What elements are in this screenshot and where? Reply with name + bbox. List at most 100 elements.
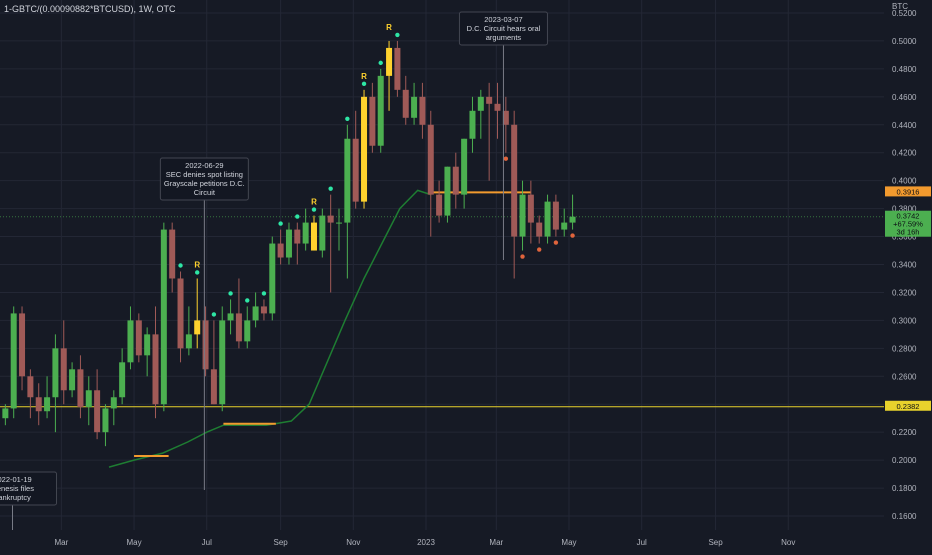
signal-dot [228, 291, 233, 296]
candle [527, 180, 534, 244]
candle-body [169, 229, 176, 279]
signal-dot [311, 207, 317, 212]
candle-body [427, 124, 434, 195]
candle [469, 96, 476, 153]
candle [185, 306, 192, 356]
x-tick-label: May [126, 538, 141, 547]
trend-line [108, 189, 432, 468]
candle-body [219, 320, 226, 405]
candle-body [394, 47, 401, 90]
candle-body [310, 222, 317, 251]
candle [377, 60, 384, 153]
candle-body [386, 47, 393, 76]
candle-body [244, 320, 251, 342]
candle [319, 208, 326, 258]
candle [177, 263, 184, 363]
candle [519, 180, 526, 259]
candle [260, 291, 267, 321]
signal-letter: R [386, 23, 392, 32]
candle-body [327, 215, 334, 223]
candle [294, 214, 301, 265]
price-label: 3d 16h [897, 228, 920, 237]
candle [402, 75, 409, 125]
candle [60, 320, 67, 405]
annotation-text: Grayscale petitions D.C. [164, 179, 245, 188]
signal-dot [395, 32, 400, 38]
price-label: +67.59% [893, 220, 923, 229]
candle [152, 306, 159, 419]
price-label-bg [885, 210, 931, 221]
signal-dot [345, 116, 350, 121]
signal-dot [503, 156, 509, 161]
candle [227, 291, 234, 335]
candle [352, 110, 359, 209]
y-tick-label: 0.4000 [892, 177, 917, 186]
candle-body [419, 96, 426, 125]
annotation-text: Genesis files [0, 484, 34, 493]
candle-body [294, 229, 301, 244]
candle [444, 166, 451, 223]
candle [244, 298, 251, 349]
candle [277, 221, 284, 265]
annotation-text: arguments [486, 33, 522, 42]
candle [127, 306, 134, 370]
y-axis-unit: BTC [892, 2, 908, 11]
annotation-box [159, 157, 249, 201]
signal-dot [537, 247, 542, 252]
candle-body [285, 229, 292, 258]
candle [160, 222, 167, 412]
price-label: 0.2382 [897, 402, 920, 411]
signal-dot [195, 270, 200, 275]
candle-body [119, 362, 126, 398]
price-label: 0.3742 [897, 212, 920, 221]
candle [569, 194, 576, 238]
candle-body [44, 397, 51, 412]
x-tick-label: Sep [274, 538, 289, 547]
candle [394, 32, 401, 97]
candle [419, 82, 426, 139]
y-tick-label: 0.3200 [892, 288, 917, 297]
candle [135, 313, 142, 363]
candle-body [277, 243, 284, 258]
signal-letter: R [311, 198, 317, 207]
signal-dot [378, 60, 383, 66]
candle-body [552, 201, 559, 230]
candle-body [469, 110, 476, 139]
candle-body [85, 390, 92, 408]
candle [102, 404, 109, 447]
candle-body [477, 96, 484, 111]
candle [552, 194, 559, 245]
candle [477, 89, 484, 139]
candle-body [436, 194, 443, 216]
candle-body [202, 320, 209, 370]
candle-body [60, 348, 67, 391]
candle [285, 222, 292, 265]
candle-body [110, 397, 117, 409]
signal-letter: R [361, 72, 367, 81]
candle [336, 208, 343, 251]
candle-body [77, 369, 84, 408]
candle-body [135, 320, 142, 356]
candle-body [361, 96, 368, 202]
grid [0, 0, 884, 530]
signal-dot [245, 298, 250, 303]
y-tick-label: 0.2200 [892, 428, 917, 437]
signal-dot [361, 81, 367, 87]
candle-body [461, 138, 468, 195]
candle [35, 383, 42, 426]
candle-body [69, 369, 76, 391]
candle-body [185, 334, 192, 349]
y-tick-label: 0.1800 [892, 484, 917, 493]
candle [544, 194, 551, 244]
candle-body [269, 243, 276, 314]
candle-body [127, 320, 134, 363]
candle [144, 327, 151, 377]
x-tick-label: Jul [637, 538, 647, 547]
candle-body [536, 222, 543, 237]
candle-body [369, 96, 376, 146]
price-label-bg [885, 400, 931, 411]
signal-dot [520, 254, 525, 259]
price-label-bg [885, 226, 931, 237]
